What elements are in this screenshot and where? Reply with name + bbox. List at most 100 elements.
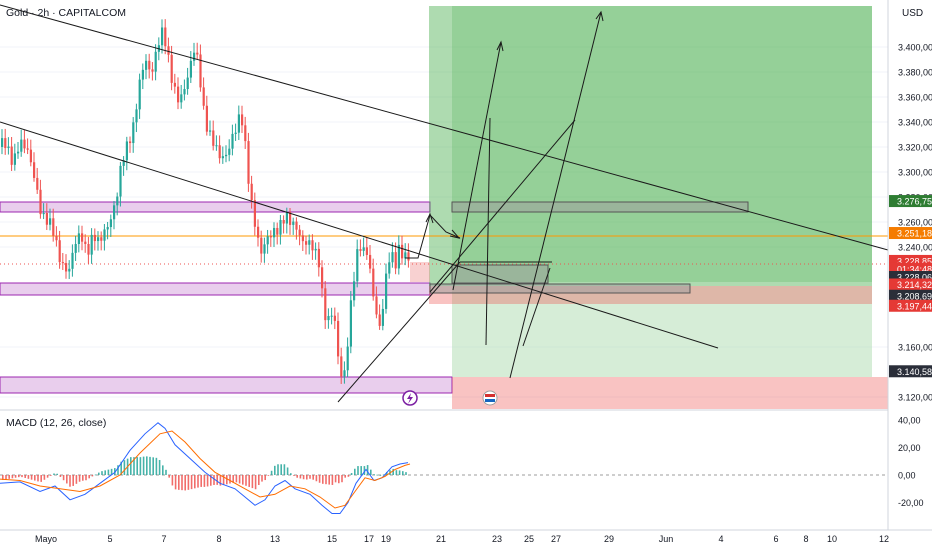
macd-histogram-bar [69,475,71,487]
candle-body [301,235,304,242]
macd-lines [0,422,411,514]
trendline-rising[interactable] [337,261,461,403]
candle-body [125,141,128,161]
candle-body [183,89,186,95]
price-badge-label: 3.197,44 [897,301,932,311]
candle-body [7,146,10,149]
candle-body [324,288,327,321]
macd-histogram-bar [34,475,36,481]
candle-body [369,254,372,269]
candle-body [353,281,356,301]
flag-icon[interactable] [482,390,498,406]
macd-histogram-bar [363,466,366,475]
macd-histogram-bar [18,475,20,478]
position-profit-zone[interactable] [429,6,872,286]
candle-body [266,236,269,245]
candle-body [138,79,141,110]
price-tick-label: 3.260,00 [898,218,932,228]
candle-body [77,233,80,244]
macd-histogram-bar [229,475,231,484]
macd-histogram-bar [306,475,308,480]
candle-body [385,273,388,309]
candle-body [180,94,183,103]
macd-histogram-bar [248,475,250,487]
position-entry-stop-small[interactable] [410,262,430,282]
macd-histogram-bar [392,468,394,475]
support-zone-middle[interactable] [0,282,431,296]
candle-body [87,243,90,255]
macd-histogram-bar [315,475,318,482]
candle-body [276,227,279,235]
macd-histogram-bar [152,457,154,475]
macd-histogram-bar [130,457,132,475]
candle-body [321,267,324,289]
macd-histogram-bar [242,475,244,485]
trendlines[interactable] [0,4,889,403]
candle-body [292,221,295,225]
candle-body [129,141,132,144]
candle-body [282,219,285,224]
position-profit-zone-2[interactable] [452,6,872,282]
macd-histogram-bar [56,473,58,475]
trendline-diagonal[interactable] [429,119,576,293]
macd-histogram-bar [59,475,62,477]
candle-body [263,244,266,254]
candle-body [349,300,352,347]
candle-body [42,213,45,215]
candle-body [173,82,176,87]
gray-zone-lower[interactable] [429,283,691,294]
signal-line [0,430,411,509]
macd-histogram-bar [88,475,90,479]
macd-histogram-bar [184,475,186,491]
macd-histogram-bar [245,475,247,486]
candle-body [356,249,359,282]
gray-zone-upper[interactable] [451,201,749,213]
macd-histogram-bar [98,472,100,475]
candle-body [164,27,167,47]
candle-body [84,241,87,244]
time-tick-label: 10 [827,534,837,544]
macd-histogram-bar [101,471,103,475]
macd-histogram-bar [149,456,151,475]
price-badge-label: 3.214,32 [897,280,932,290]
macd-histogram-bar [270,470,273,475]
gray-zone-middle[interactable] [451,264,549,284]
arrow-line-a[interactable] [452,41,502,291]
macd-histogram-bar [104,470,106,475]
candle-body [193,52,196,61]
macd-histogram-bar [165,469,167,475]
candle-body [333,315,336,321]
candle-body [308,240,311,245]
macd-histogram-bar [370,469,372,475]
candle-body [372,268,375,297]
trendline-lower[interactable] [0,121,719,349]
arrow-line-c[interactable] [509,11,602,379]
lightning-icon[interactable] [402,390,418,406]
candle-body [375,296,378,315]
trendline-upper[interactable] [0,4,889,251]
candle-body [106,227,109,230]
macd-histogram-bar [30,475,33,480]
candle-body [317,248,320,268]
projection-arrows[interactable] [405,10,604,379]
position-stop-zone-lower[interactable] [452,377,888,409]
candle-body [205,105,208,132]
price-badge [889,289,932,302]
macd-histogram-bar [136,457,138,475]
support-zone-lower[interactable] [0,376,453,394]
symbol-title: Gold · 2h · CAPITALCOM [6,7,126,19]
price-badges: 3.276,75 3.251,18 3.228,8501:34:483.228,06… [889,195,932,378]
macd-histogram-bar [110,468,113,475]
candle-body [33,162,36,178]
macd-tick-label: 20,00 [898,443,921,453]
macd-histogram-bar [344,475,346,478]
currency-label: USD [902,8,923,19]
candle-body [154,51,157,72]
macd-histogram-bar [405,472,407,475]
grid [0,46,888,398]
macd-histogram-bar [312,475,314,480]
price-badge-label: 01:34:48 [897,264,932,274]
resistance-zone-upper[interactable] [0,201,431,213]
candle-body [29,149,32,163]
